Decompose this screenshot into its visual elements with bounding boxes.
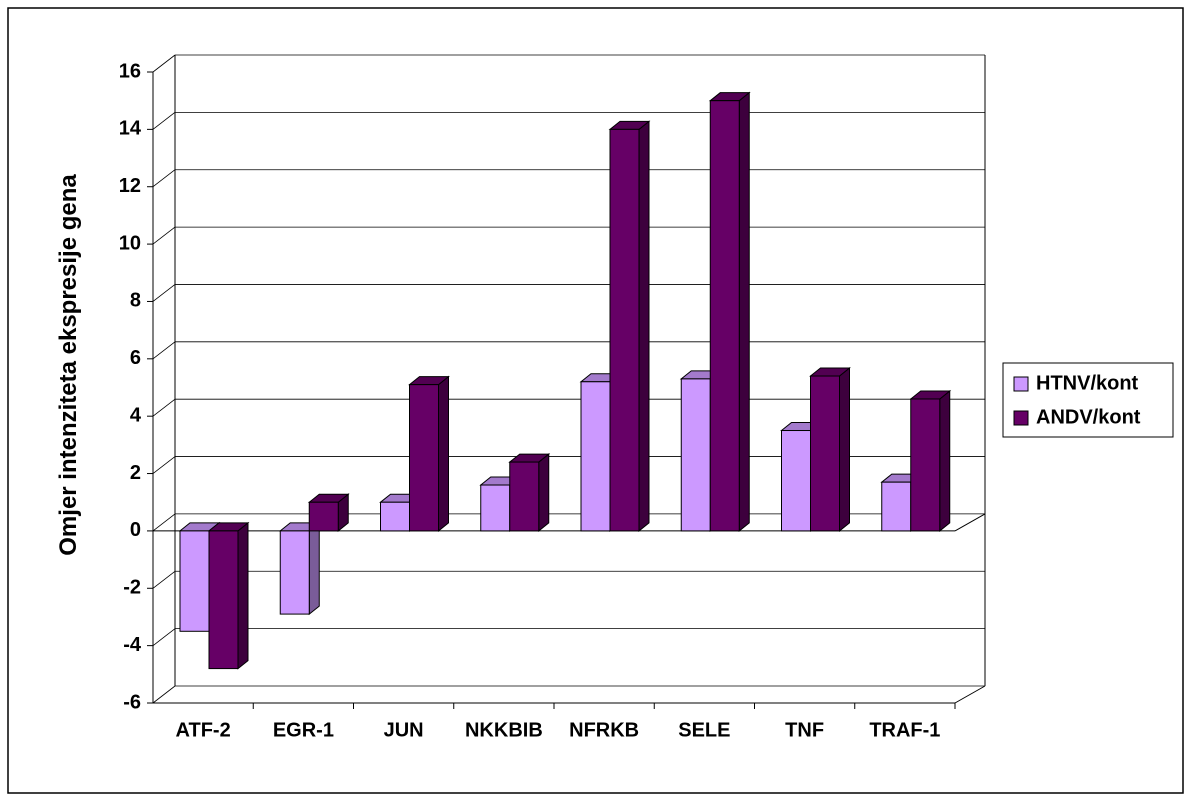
bar-side [308,521,320,616]
floor-edge [954,685,986,704]
bar [881,481,912,532]
y-tick-label: 10 [119,232,141,254]
x-tick-label: ATF-2 [176,719,231,741]
x-tick-label: EGR-1 [273,719,334,741]
y-tick-label: 8 [130,290,141,312]
x-tick-label: TRAF-1 [869,719,940,741]
y-tick-label: 12 [119,175,141,197]
bar [680,378,711,532]
grid-diagonal [152,628,176,646]
y-tick-label: -6 [123,691,141,713]
grid-diagonal [152,226,176,245]
x-tick-label: NKKBIB [465,719,543,741]
grid-diagonal [152,54,176,73]
legend [1002,362,1174,438]
bar [810,375,840,532]
bar [609,128,640,532]
bar-side [939,389,951,532]
bar [580,381,611,532]
bar-side [738,91,750,532]
legend-label: ANDV/kont [1036,406,1141,428]
zero-diagonal [954,513,986,532]
grid-diagonal [152,341,176,360]
bar-side [839,366,850,532]
grid-diagonal [152,169,176,188]
x-tick-label: SELE [678,719,730,741]
bar [509,461,540,532]
bar [480,484,511,532]
grid-diagonal [152,570,176,589]
y-tick-label: 2 [130,462,141,484]
y-axis-label: Omjer intenziteta ekspresije gena [55,174,82,556]
x-tick-label: TNF [785,719,824,741]
bar-side [538,453,550,532]
bar [179,530,210,632]
y-tick-label: -4 [123,634,142,656]
grid-diagonal [152,284,176,302]
grid-diagonal [152,513,176,532]
y-tick-label: 4 [130,404,142,426]
bar [208,530,239,670]
y-tick-label: 16 [119,60,141,82]
bar [910,398,941,532]
grid-diagonal [152,456,176,474]
bar [279,530,310,615]
legend-swatch [1013,376,1029,392]
y-tick-label: 0 [130,519,141,541]
y-tick-label: 14 [119,118,142,140]
grid-diagonal [152,685,176,704]
bar [380,501,410,532]
y-tick-label: 6 [130,347,141,369]
legend-swatch [1013,410,1029,426]
bar [409,384,439,532]
grid-diagonal [152,398,176,417]
y-tick-label: -2 [123,577,141,599]
bar [709,100,740,532]
bar-side [237,521,249,670]
bar [308,501,339,532]
bar-side [638,120,650,532]
grid-diagonal [152,112,176,130]
x-tick-label: NFRKB [569,719,639,741]
x-tick-label: JUN [384,719,424,741]
bar [781,430,811,532]
bar-side [438,375,449,532]
legend-label: HTNV/kont [1036,372,1139,394]
